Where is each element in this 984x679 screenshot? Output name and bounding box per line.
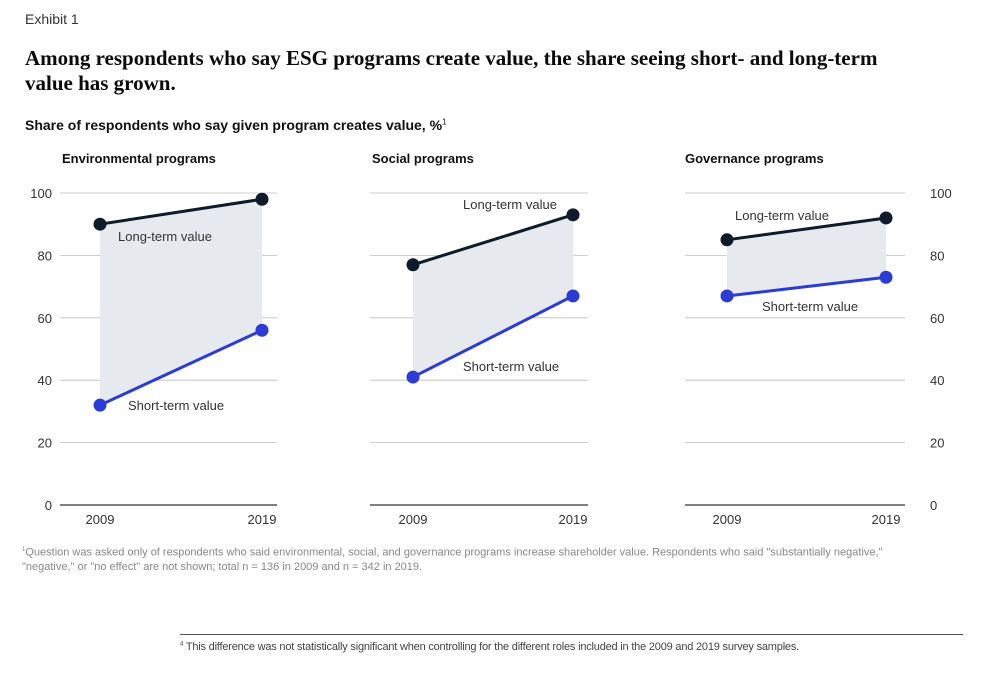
- panel-1-title: Environmental programs: [62, 151, 216, 166]
- panel-1-y-tick-label: 20: [38, 436, 52, 451]
- panel-1-x-tick-label: 2019: [248, 512, 277, 527]
- footnote: 1Question was asked only of respondents …: [22, 543, 902, 574]
- panel-2-long-term-point-2019: [566, 208, 580, 222]
- subtitle-footnote-mark: 1: [442, 117, 447, 127]
- panel-3-long-term-point-2019: [879, 211, 893, 225]
- panel-1-long-term-line: [99, 197, 263, 226]
- chart-area: Environmental programs 0 20 40 60 80 100 2009 20…: [30, 151, 952, 527]
- footnote-mark: 1: [22, 547, 26, 553]
- panel-3-gap-band: [727, 217, 886, 296]
- panel-1-long-term-point-2009: [93, 217, 107, 231]
- panel-2-long-term-line: [412, 213, 574, 267]
- panel-3-y-tick-label: 40: [930, 373, 944, 388]
- panel-1-y-tick-label: 80: [38, 248, 52, 263]
- panel-1-short-term-point-2009: [93, 398, 107, 412]
- panel-2-short-term-point-2009: [406, 370, 420, 384]
- panel-3-y-tick-label: 0: [930, 498, 937, 513]
- panel-1-x-tick-label: 2009: [86, 512, 115, 527]
- exhibit-label: Exhibit 1: [25, 11, 79, 27]
- panel-1-y-tick-label: 40: [38, 373, 52, 388]
- panel-2-long-term-label: Long-term value: [463, 197, 557, 212]
- panel-3-short-term-point-2009: [720, 289, 734, 303]
- panel-2-x-tick-label: 2009: [399, 512, 428, 527]
- panel-3-long-term-label: Long-term value: [735, 208, 829, 223]
- panel-3-y-tick-label: 100: [930, 186, 952, 201]
- panel-1-y-tick-label: 100: [30, 186, 52, 201]
- subtitle-text: Share of respondents who say given progr…: [25, 117, 443, 133]
- panel-3-short-term-point-2019: [879, 270, 893, 284]
- panel-3-y-tick-label: 60: [930, 311, 944, 326]
- panel-2-short-term-line: [412, 294, 574, 379]
- panel-1-gap-band: [100, 199, 262, 406]
- panel-3-x-tick-label: 2019: [872, 512, 901, 527]
- panel-1-short-term-point-2019: [255, 323, 269, 337]
- note-text: This difference was not statistically si…: [185, 641, 800, 653]
- footnote-divider: [180, 634, 963, 635]
- panel-3-long-term-point-2009: [720, 233, 734, 247]
- panel-1-long-term-point-2019: [255, 192, 269, 206]
- panel-3-short-term-line: [726, 275, 887, 298]
- panel-3-y-tick-label: 20: [930, 436, 944, 451]
- panel-2-title: Social programs: [372, 151, 474, 166]
- panel-3-y-tick-label: 80: [930, 248, 944, 263]
- chart-subtitle: Share of respondents who say given progr…: [25, 117, 446, 133]
- panel-2-short-term-point-2019: [566, 289, 580, 303]
- note: 4 This difference was not statistically …: [180, 641, 799, 653]
- panel-1-y-tick-label: 60: [38, 311, 52, 326]
- panel-3-long-term-line: [726, 216, 887, 242]
- panel-1-long-term-label: Long-term value: [118, 229, 212, 244]
- panel-2-x-tick-label: 2019: [559, 512, 588, 527]
- panel-1-short-term-line: [99, 328, 263, 407]
- panel-3-short-term-label: Short-term value: [762, 299, 858, 314]
- note-mark: 4: [180, 641, 184, 648]
- panel-2-short-term-label: Short-term value: [463, 359, 559, 374]
- panel-3-x-tick-label: 2009: [713, 512, 742, 527]
- footnote-text: Question was asked only of respondents w…: [22, 546, 883, 573]
- panel-3-title: Governance programs: [685, 151, 824, 166]
- panel-2-gap-band: [413, 214, 573, 378]
- panel-1-y-tick-label: 0: [45, 498, 52, 513]
- chart-title: Among respondents who say ESG programs c…: [25, 46, 878, 95]
- panel-2-long-term-point-2009: [406, 258, 420, 272]
- panel-1-short-term-label: Short-term value: [128, 398, 224, 413]
